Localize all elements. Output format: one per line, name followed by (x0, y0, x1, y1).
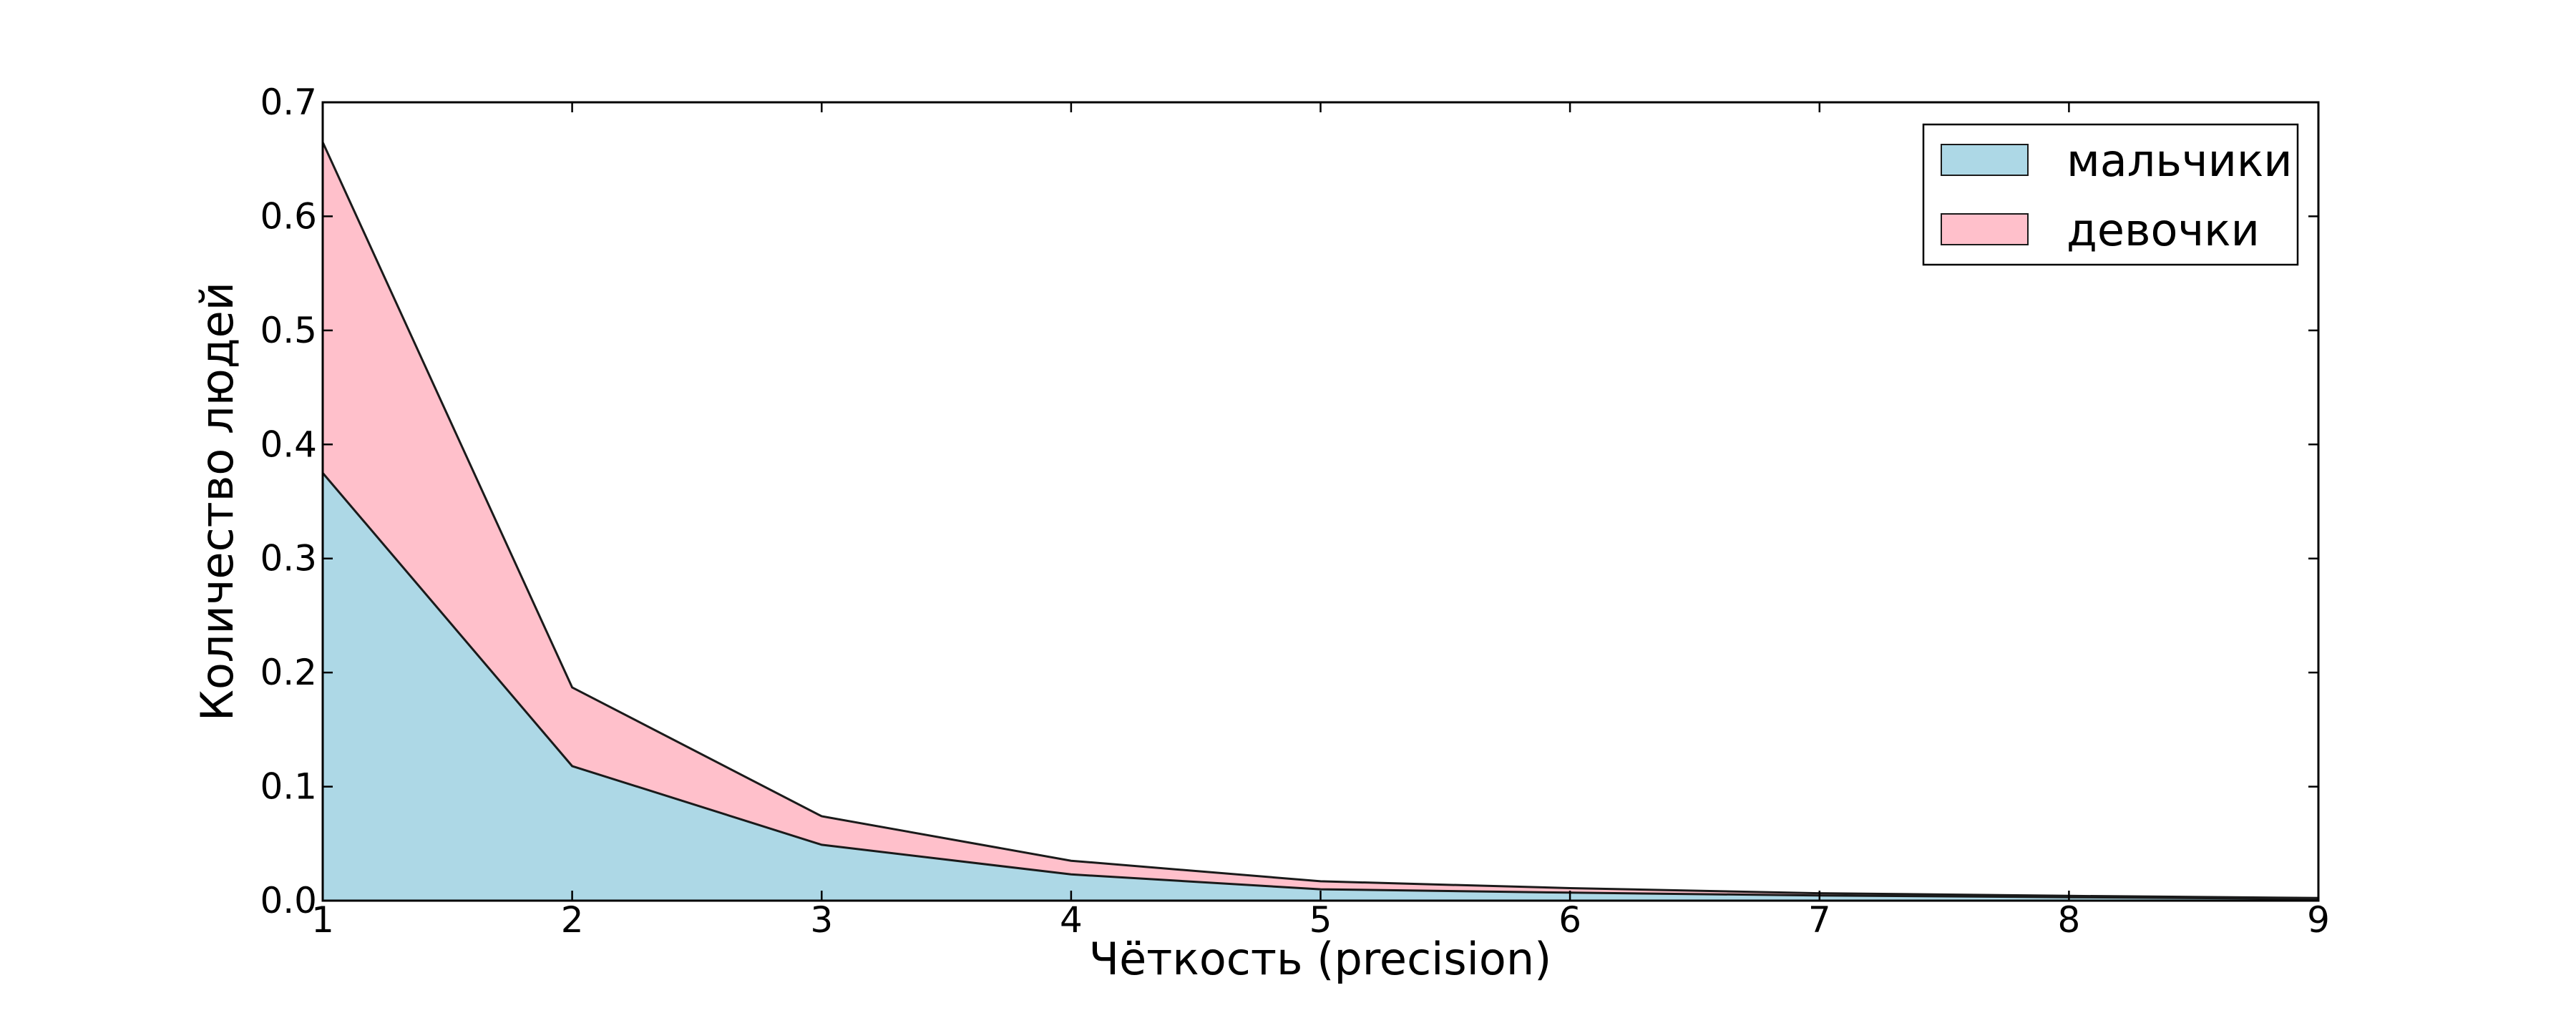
legend-label-boys: мальчики (2067, 134, 2293, 187)
y-tick-label: 0.5 (260, 310, 317, 351)
y-tick-label: 0.7 (260, 82, 317, 123)
x-tick-label: 8 (2057, 899, 2080, 941)
legend-swatch-girls-icon (1941, 213, 2029, 245)
x-tick-label: 5 (1309, 899, 1332, 941)
y-tick-label: 0.4 (260, 424, 317, 465)
x-tick-label: 2 (561, 899, 584, 941)
plot-frame (321, 101, 2320, 902)
legend: мальчики девочки (1922, 123, 2299, 266)
y-tick-labels: 0.0 0.1 0.2 0.3 0.4 0.5 0.6 0.7 (260, 82, 317, 921)
edge-line-boys (321, 472, 2319, 901)
x-tick-label: 4 (1060, 899, 1083, 941)
y-tick-label: 0.3 (260, 538, 317, 579)
x-tick-label: 9 (2307, 899, 2330, 941)
x-tick-label: 3 (810, 899, 833, 941)
legend-label-girls: девочки (2067, 204, 2260, 256)
x-tick-label: 6 (1558, 899, 1581, 941)
x-tick-labels: 1 2 3 4 5 6 7 8 9 (311, 899, 2330, 941)
x-tick-label: 1 (311, 899, 334, 941)
x-tick-label: 7 (1808, 899, 1831, 941)
legend-swatch-boys-icon (1941, 144, 2029, 176)
y-tick-label: 0.0 (260, 880, 317, 921)
y-tick-label: 0.6 (260, 195, 317, 237)
x-axis-label: Чёткость (precision) (1089, 933, 1552, 985)
y-tick-label: 0.1 (260, 766, 317, 808)
y-tick-label: 0.2 (260, 652, 317, 693)
y-axis-label: Количество людей (191, 282, 243, 721)
edge-line-girls (321, 142, 2319, 899)
area-boys (323, 473, 2318, 901)
